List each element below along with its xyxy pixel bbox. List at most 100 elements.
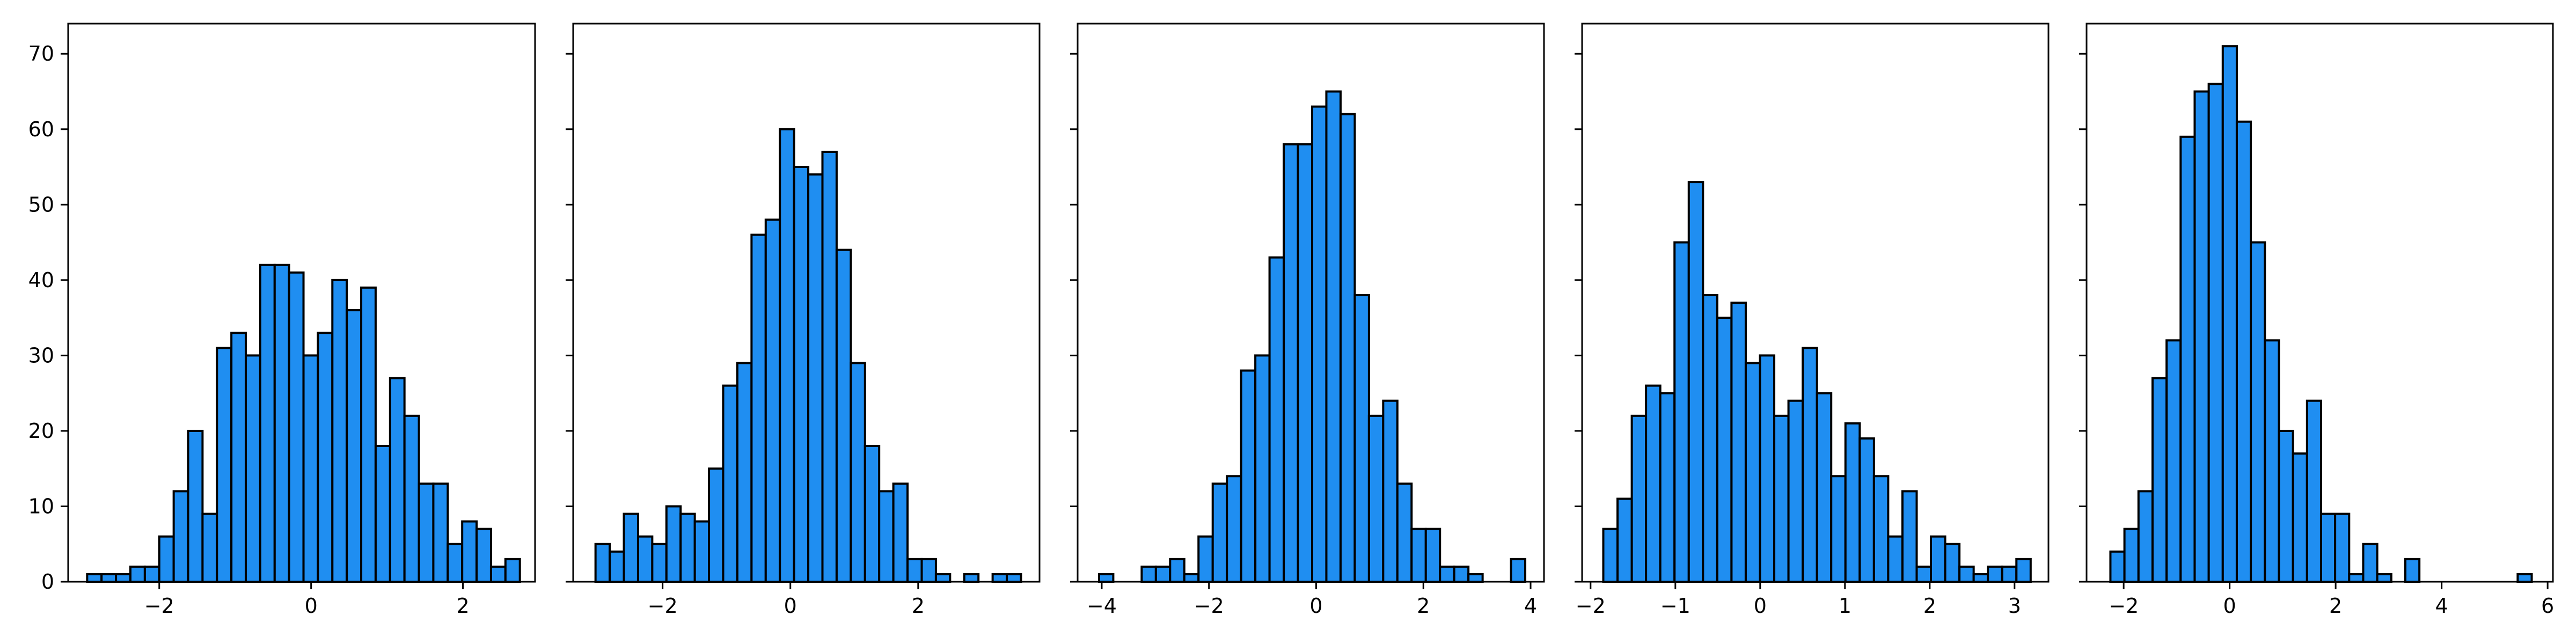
- histogram-bar: [201, 513, 218, 583]
- histogram-bar: [1467, 573, 1484, 583]
- x-tick-label: 0: [1754, 594, 1767, 618]
- histogram-bar: [1424, 528, 1441, 583]
- x-tick-label: 3: [2008, 594, 2021, 618]
- histogram-bar: [1673, 241, 1690, 583]
- histogram-bar: [504, 558, 521, 583]
- histogram-bar: [1858, 437, 1875, 583]
- histogram-bar: [807, 173, 824, 583]
- histogram-bar: [2193, 90, 2210, 583]
- x-tick-label: −4: [1087, 594, 1117, 618]
- histogram-bar: [2334, 513, 2351, 583]
- histogram-bar: [1602, 528, 1619, 583]
- axes-frame: [1077, 23, 1545, 583]
- histogram-bar: [1439, 565, 1455, 583]
- histogram-bar: [230, 332, 247, 583]
- histogram-bar: [1816, 392, 1833, 583]
- histogram-bar: [1844, 422, 1861, 583]
- histogram-bar: [1787, 399, 1804, 583]
- histogram-bar: [1169, 558, 1185, 583]
- histogram-bar: [1353, 294, 1370, 583]
- histogram-panel-3: −4 −2 0 2 4: [1070, 23, 1545, 618]
- histogram-bar: [750, 233, 767, 583]
- histogram-bar: [779, 128, 795, 583]
- histogram-bar: [1702, 294, 1718, 583]
- histogram-bar: [623, 513, 639, 583]
- histogram-bar: [609, 550, 625, 583]
- histogram-bar: [1283, 143, 1299, 583]
- histogram-bar: [2376, 573, 2392, 583]
- histogram-bar: [288, 271, 305, 583]
- axes-frame: [67, 23, 536, 583]
- histogram-bar: [1183, 573, 1200, 583]
- histogram-bar: [187, 429, 204, 583]
- histogram-bar: [1901, 490, 1918, 583]
- histogram-bar: [374, 445, 391, 583]
- x-tick-label: 2: [1923, 594, 1936, 618]
- histogram-bar: [920, 558, 937, 583]
- histogram-panel-5: −2 0 2 4 6: [2079, 23, 2554, 618]
- histogram-bar: [2250, 241, 2266, 583]
- histogram-bar: [878, 490, 895, 583]
- histogram-bar: [1616, 497, 1633, 583]
- histogram-bar: [216, 347, 233, 583]
- y-tick-label: 0: [41, 570, 54, 594]
- histogram-bar: [2221, 45, 2238, 583]
- histogram-bar: [863, 445, 881, 583]
- histogram-bar: [1197, 535, 1214, 583]
- histogram-bar: [764, 218, 781, 583]
- axes-frame: [2085, 23, 2554, 583]
- histogram-bar: [245, 354, 261, 583]
- histogram-bar: [1830, 475, 1847, 583]
- histogram-bar: [317, 332, 334, 583]
- histogram-bar: [594, 543, 611, 583]
- axes-frame: [1581, 23, 2050, 583]
- x-tick-label: 4: [1524, 594, 1537, 618]
- histogram-bar: [1872, 475, 1890, 583]
- histogram-bar: [1744, 362, 1761, 583]
- histogram-bar: [2123, 528, 2140, 583]
- x-tick-label: 2: [2329, 594, 2342, 618]
- histogram-bar: [158, 535, 175, 583]
- y-tick-label: 30: [28, 343, 54, 367]
- histogram-bar: [447, 543, 464, 583]
- y-tick-label: 50: [28, 193, 54, 216]
- histogram-bar: [1140, 565, 1157, 583]
- histogram-bar: [2292, 452, 2308, 583]
- histogram-bar: [273, 264, 290, 583]
- histogram-bar: [906, 558, 923, 583]
- histogram-bar: [1659, 392, 1676, 583]
- histogram-bar: [2319, 513, 2337, 583]
- histogram-bar: [991, 573, 1008, 583]
- histogram-bar: [2151, 377, 2168, 583]
- histogram-bar: [1382, 399, 1399, 583]
- y-tick-label: 70: [28, 42, 54, 65]
- histogram-bar: [793, 166, 810, 583]
- x-tick-label: 0: [305, 594, 318, 618]
- histogram-bar: [1367, 414, 1385, 583]
- histogram-bar: [259, 264, 276, 583]
- histogram-bar: [403, 414, 420, 583]
- histogram-bar: [172, 490, 189, 583]
- histogram-bar: [432, 482, 449, 583]
- y-tick-label: 40: [28, 268, 54, 292]
- histogram-panel-4: −2 −1 0 1 2 3: [1575, 23, 2050, 618]
- histogram-bar: [100, 573, 118, 583]
- y-tick-label: 20: [28, 419, 54, 443]
- histogram-bar: [1339, 113, 1356, 583]
- x-tick-label: 0: [784, 594, 797, 618]
- histogram-bar: [1410, 528, 1427, 583]
- histogram-bar: [302, 354, 319, 583]
- histogram-bar: [1987, 565, 2003, 583]
- histogram-bar: [1510, 558, 1527, 583]
- histogram-bar: [1396, 482, 1413, 583]
- x-tick-label: −2: [1194, 594, 1224, 618]
- histogram-bar: [1759, 354, 1776, 583]
- histogram-bar: [636, 535, 654, 583]
- x-tick-label: 0: [2223, 594, 2236, 618]
- x-tick-label: 2: [912, 594, 925, 618]
- histogram-bar: [1645, 384, 1662, 583]
- histogram-bar: [1930, 535, 1946, 583]
- histogram-bar: [2306, 399, 2322, 583]
